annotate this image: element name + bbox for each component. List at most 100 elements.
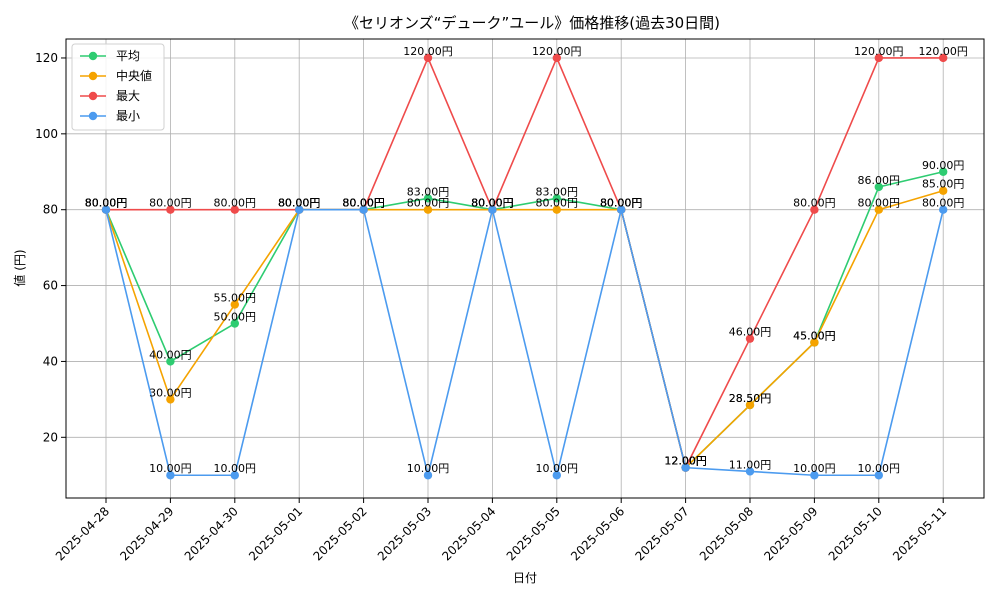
x-tick-label: 2025-05-02 (311, 504, 370, 563)
data-label: 80.00円 (793, 197, 836, 210)
data-label: 80.00円 (214, 197, 257, 210)
data-label: 12.00円 (664, 455, 707, 468)
legend-label: 中央値 (116, 68, 152, 83)
x-tick-label: 2025-05-01 (246, 504, 305, 563)
plot-area-frame (65, 38, 985, 499)
x-tick-label: 2025-05-09 (761, 504, 820, 563)
data-label: 80.00円 (858, 197, 901, 210)
data-point (359, 205, 368, 214)
x-tick-label: 2025-05-05 (504, 504, 563, 563)
data-label: 83.00円 (407, 185, 450, 198)
data-point (745, 400, 755, 410)
data-label: 86.00円 (858, 174, 901, 187)
data-point (230, 319, 239, 328)
data-point (488, 205, 497, 214)
data-label: 80.00円 (600, 197, 643, 210)
data-label: 80.00円 (471, 197, 514, 210)
data-label: 30.00円 (149, 386, 192, 399)
data-point (874, 53, 883, 63)
data-label: 28.50円 (729, 392, 772, 405)
data-label: 85.00円 (922, 178, 965, 191)
data-point (874, 182, 883, 192)
data-label: 10.00円 (214, 462, 257, 475)
chart-title: 《セリオンズ“デューク”ユール》価格推移(過去30日間) (344, 14, 720, 32)
legend-label: 最小 (116, 109, 140, 123)
legend-marker (88, 111, 98, 121)
legend-marker (88, 91, 98, 101)
y-axis-label: 値 (円) (12, 249, 27, 286)
data-label: 120.00円 (854, 45, 904, 58)
x-tick-label: 2025-05-10 (826, 504, 885, 563)
data-point (230, 300, 239, 309)
data-label: 80.00円 (600, 197, 643, 210)
data-label: 83.00円 (536, 185, 579, 198)
data-label: 80.00円 (149, 197, 192, 210)
data-point (423, 53, 433, 63)
x-tick-label: 2025-05-03 (375, 504, 434, 563)
data-point (939, 53, 948, 63)
data-point (295, 205, 304, 214)
data-point (423, 205, 433, 214)
data-label: 80.00円 (85, 197, 128, 210)
data-point (423, 194, 433, 203)
data-label: 11.00円 (729, 458, 772, 471)
x-tick-label: 2025-05-11 (890, 504, 949, 563)
data-point (745, 467, 755, 476)
data-label: 120.00円 (532, 45, 582, 58)
data-point (810, 471, 819, 480)
y-tick-label: 80 (43, 203, 58, 217)
data-point (101, 205, 111, 214)
data-point (810, 205, 819, 214)
data-point (617, 205, 626, 214)
series-line (105, 189, 944, 470)
x-tick-label: 2025-05-08 (697, 504, 756, 563)
data-label: 120.00円 (918, 45, 968, 58)
data-point (230, 471, 239, 480)
data-label: 120.00円 (403, 45, 453, 58)
data-point (552, 205, 561, 214)
data-point (166, 357, 175, 366)
legend-marker (88, 71, 98, 81)
legend-label: 最大 (116, 89, 140, 103)
data-label: 55.00円 (214, 292, 257, 305)
data-label: 90.00円 (922, 159, 965, 172)
data-point (166, 471, 175, 480)
data-label: 50.00円 (214, 311, 257, 324)
data-point (166, 395, 175, 404)
data-label: 80.00円 (278, 197, 321, 210)
data-label: 46.00円 (729, 326, 772, 339)
data-label: 80.00円 (85, 197, 128, 210)
data-label: 80.00円 (85, 197, 128, 210)
x-tick-label: 2025-04-28 (53, 504, 112, 563)
data-label: 12.00円 (664, 455, 707, 468)
data-point (681, 463, 690, 472)
x-tick-label: 2025-05-06 (568, 504, 627, 563)
x-tick-label: 2025-04-30 (182, 504, 241, 563)
series-layer (101, 53, 948, 480)
data-point (166, 205, 175, 214)
data-label: 80.00円 (536, 197, 579, 210)
data-label: 80.00円 (600, 197, 643, 210)
data-label: 80.00円 (342, 197, 385, 210)
y-axis: 20 40 60 80 100 120 (35, 51, 66, 444)
legend-marker (88, 51, 98, 61)
grid (66, 39, 984, 498)
data-label: 10.00円 (149, 462, 192, 475)
x-axis: 2025-04-28 2025-04-29 2025-04-30 2025-05-01… (53, 498, 949, 563)
y-tick-label: 120 (35, 51, 58, 65)
data-label: 80.00円 (278, 197, 321, 210)
data-label: 12.00円 (664, 455, 707, 468)
data-label: 45.00円 (793, 329, 836, 342)
data-label: 10.00円 (858, 462, 901, 475)
data-point (552, 471, 561, 480)
series-line (105, 208, 944, 477)
series-line (106, 55, 944, 470)
data-point (939, 186, 948, 195)
data-label: 80.00円 (278, 197, 321, 210)
y-tick-label: 40 (43, 354, 58, 368)
data-point (939, 167, 948, 176)
data-label: 80.00円 (407, 197, 450, 210)
data-point (810, 338, 819, 347)
